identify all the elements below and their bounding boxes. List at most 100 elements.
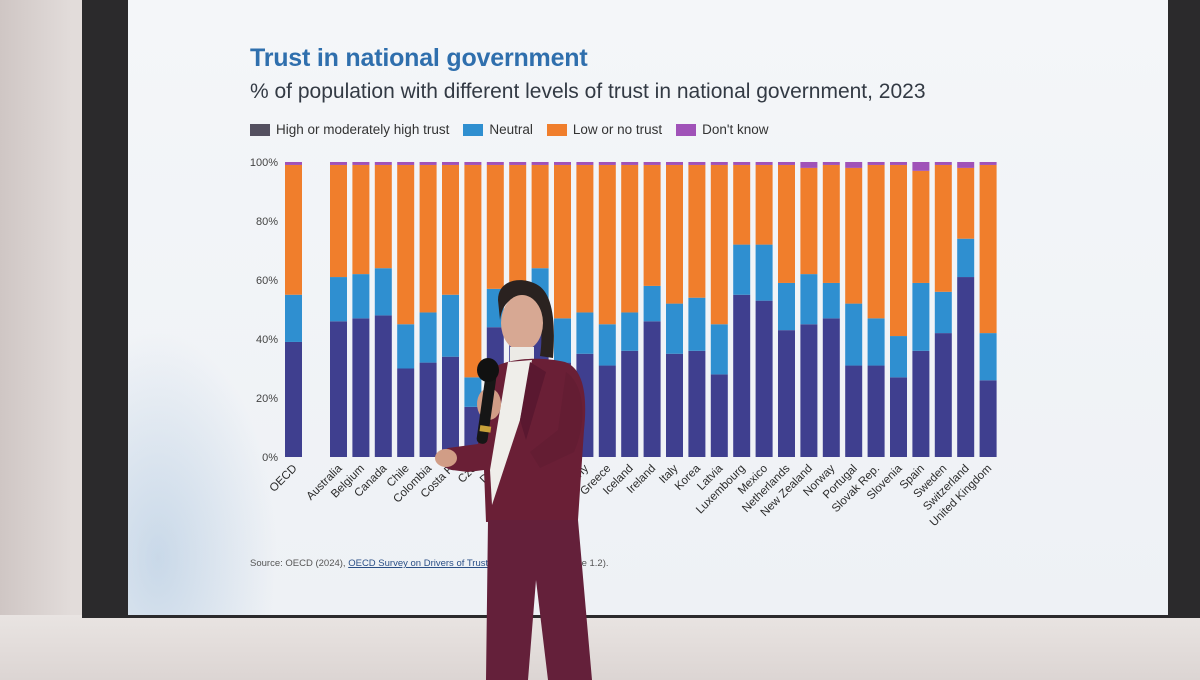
decorative-pattern bbox=[128, 330, 278, 615]
bar-segment bbox=[442, 164, 459, 295]
bar-segment bbox=[755, 300, 773, 457]
bar-segment bbox=[733, 162, 751, 165]
bar-segment bbox=[352, 274, 370, 319]
presenter-hand-left bbox=[435, 449, 457, 467]
bar-segment bbox=[643, 162, 661, 165]
bar-segment bbox=[890, 377, 907, 457]
bar-segment bbox=[800, 167, 818, 275]
y-tick-label: 40% bbox=[256, 334, 278, 346]
bar-segment bbox=[621, 312, 639, 351]
bar-segment bbox=[845, 162, 863, 168]
bar-segment bbox=[285, 164, 302, 295]
bar-segment bbox=[464, 377, 482, 407]
bar-segment bbox=[778, 164, 795, 283]
bar-segment bbox=[912, 170, 930, 283]
bar-segment bbox=[554, 164, 571, 319]
bar-segment bbox=[934, 291, 952, 334]
microphone-head bbox=[477, 358, 499, 382]
bar-segment bbox=[442, 294, 459, 357]
bar-segment bbox=[509, 164, 527, 289]
bar-segment bbox=[419, 312, 437, 363]
bar-segment bbox=[867, 365, 885, 457]
bar-segment bbox=[957, 238, 975, 278]
y-tick-label: 60% bbox=[256, 275, 278, 287]
legend-item-neutral: Neutral bbox=[463, 122, 533, 137]
bar-segment bbox=[643, 321, 661, 457]
bar-segment bbox=[554, 318, 571, 363]
bar-segment bbox=[934, 164, 952, 292]
bar-segment bbox=[934, 333, 952, 457]
bar-segment bbox=[666, 353, 683, 457]
bar-segment bbox=[330, 277, 347, 322]
legend-swatch-low bbox=[546, 123, 567, 136]
bar-segment bbox=[979, 380, 997, 457]
legend-swatch-dont-know bbox=[676, 123, 697, 136]
bar-segment bbox=[688, 350, 706, 457]
source-link[interactable]: OECD Survey on Drivers of Trust bbox=[348, 558, 489, 569]
bar-segment bbox=[531, 162, 549, 165]
bar-segment bbox=[688, 297, 706, 351]
bar-segment bbox=[800, 162, 818, 168]
bar-segment bbox=[755, 162, 773, 165]
y-tick-label: 100% bbox=[250, 157, 278, 169]
bar-segment bbox=[285, 294, 302, 342]
bar-segment bbox=[374, 268, 392, 316]
bar-segment bbox=[800, 324, 818, 457]
legend-item-dont-know: Don't know bbox=[676, 122, 769, 137]
bar-segment bbox=[598, 365, 616, 457]
bar-segment bbox=[397, 164, 415, 325]
presenter-hair bbox=[498, 280, 554, 358]
bar-segment bbox=[330, 164, 347, 278]
bar-segment bbox=[576, 162, 594, 165]
bar-segment bbox=[576, 164, 594, 313]
bar-segment bbox=[957, 167, 975, 239]
bar-segment bbox=[979, 162, 997, 165]
chart-legend: High or moderately high trust Neutral Lo… bbox=[250, 122, 769, 137]
bar-segment bbox=[419, 164, 437, 313]
bar-segment bbox=[867, 164, 885, 319]
bar-segment bbox=[710, 374, 728, 457]
bar-segment bbox=[442, 356, 459, 457]
bar-segment bbox=[374, 162, 392, 165]
bar-segment bbox=[710, 164, 728, 325]
bar-segment bbox=[531, 164, 549, 269]
bar-segment bbox=[934, 162, 952, 165]
bar-segment bbox=[666, 162, 683, 165]
bar-segment bbox=[621, 164, 639, 313]
bar-segment bbox=[755, 244, 773, 301]
bar-segment bbox=[778, 282, 795, 331]
bar-segment bbox=[845, 365, 863, 457]
bar-segment bbox=[464, 162, 482, 165]
bar-segment bbox=[419, 162, 437, 165]
bar-segment bbox=[800, 274, 818, 325]
presenter-trousers bbox=[486, 520, 592, 680]
bar-segment bbox=[285, 341, 302, 457]
bar-segment bbox=[486, 164, 504, 289]
legend-swatch-high bbox=[250, 123, 270, 136]
bar-segment bbox=[374, 315, 392, 457]
y-tick-label: 0% bbox=[262, 452, 278, 464]
bar-segment bbox=[352, 318, 370, 457]
bar-segment bbox=[755, 164, 773, 245]
bar-segment bbox=[621, 162, 639, 165]
legend-label-low: Low or no trust bbox=[572, 122, 663, 137]
bar-segment bbox=[688, 164, 706, 298]
slide-title: Trust in national government bbox=[250, 44, 588, 72]
bar-segment bbox=[733, 244, 751, 295]
bar-segment bbox=[845, 167, 863, 304]
microphone-band bbox=[479, 425, 492, 433]
bar-segment bbox=[330, 321, 347, 457]
bar-segment bbox=[822, 164, 840, 283]
bar-segment bbox=[890, 162, 907, 165]
bar-segment bbox=[912, 350, 930, 457]
bar-segment bbox=[979, 333, 997, 381]
bar-segment bbox=[598, 164, 616, 325]
bar-segment bbox=[912, 282, 930, 351]
presenter-face bbox=[501, 295, 543, 351]
bar-segment bbox=[397, 162, 415, 165]
presenter-lapel bbox=[520, 362, 546, 440]
stage-floor bbox=[0, 615, 1200, 680]
bar-segment bbox=[666, 164, 683, 304]
bar-segment bbox=[330, 162, 347, 165]
bar-segment bbox=[822, 282, 840, 319]
